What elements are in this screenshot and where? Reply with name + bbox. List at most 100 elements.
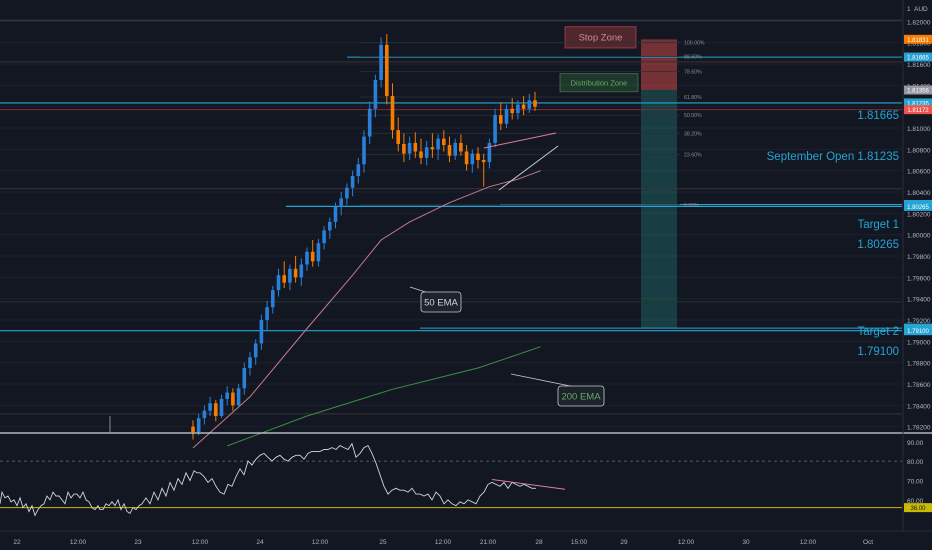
candle-body <box>362 136 366 165</box>
candle-body <box>288 268 292 283</box>
candle-body <box>196 418 201 432</box>
time-tick-label: 12:00 <box>678 539 695 546</box>
candle-body <box>350 176 355 188</box>
candle-body <box>385 44 389 96</box>
wedge-lower-line <box>498 145 559 191</box>
price-tag <box>904 34 932 44</box>
price-tag-label: 1.81235 <box>907 101 929 107</box>
price-tick-label: 1.80400 <box>907 190 931 197</box>
candle-body <box>402 144 406 154</box>
price-tick-label: 1.80000 <box>907 233 931 240</box>
candle-body <box>242 368 247 389</box>
time-tick-label: 12:00 <box>800 539 817 546</box>
candle-body <box>447 145 452 156</box>
time-tick-label: 29 <box>620 539 628 546</box>
candle-body <box>316 243 321 262</box>
candle-body <box>248 357 252 368</box>
price-tick-label: 1.78200 <box>907 425 931 432</box>
position-risk-box <box>641 39 677 91</box>
candle-body <box>219 398 224 416</box>
price-tick-label: 1.78800 <box>907 361 931 368</box>
level-label: Target 1 <box>857 219 899 231</box>
candle-body <box>339 198 343 207</box>
ema-50-line <box>192 170 541 449</box>
time-tick-label: Oct <box>863 539 873 546</box>
candle-body <box>510 108 514 114</box>
candle-body <box>533 100 537 107</box>
fib-level-label: 78.60% <box>684 69 702 75</box>
position-reward-box <box>641 90 677 329</box>
candle-body <box>293 268 298 278</box>
candle-body <box>373 80 378 109</box>
price-tag <box>904 105 932 115</box>
candle-body <box>322 230 326 244</box>
candle-body <box>345 187 349 199</box>
candle-body <box>504 108 509 124</box>
candle-body <box>419 151 423 158</box>
fib-level-label: 38.20% <box>684 131 702 137</box>
rsi-tick-label: 70.00 <box>907 479 924 486</box>
time-tick-label: 12:00 <box>435 539 452 546</box>
candle-body <box>356 164 361 176</box>
rsi-baseline-tag <box>904 503 932 513</box>
level-label: Target 2 <box>857 326 899 338</box>
time-axis[interactable]: 22 12:00 23 12:00 24 12:00 25 12:00 21:00 28 15:00… <box>0 530 932 546</box>
annotation-label: 50 EMA <box>424 298 458 309</box>
candle-body <box>253 343 258 358</box>
candle-body <box>481 160 486 163</box>
price-tick-label: 1.79600 <box>907 275 931 282</box>
rsi-line <box>0 442 536 517</box>
time-tick-label: 22 <box>13 539 21 546</box>
price-tag-label: 1.81356 <box>907 89 929 95</box>
candle-body <box>442 138 446 146</box>
price-tag-label: 1.81172 <box>907 108 929 114</box>
price-tag <box>904 85 932 95</box>
price-tag <box>904 52 932 62</box>
rising-wedge-drawing <box>483 132 559 191</box>
price-top-tick: 1 <box>907 6 911 13</box>
fib-level-label: 0.00% <box>684 203 699 209</box>
time-tick-label: 12:00 <box>312 539 329 546</box>
candle-body <box>453 142 457 156</box>
candle-body <box>436 138 440 150</box>
price-tag <box>904 98 932 108</box>
annotations-layer: 50 EMA 200 EMA <box>409 286 605 407</box>
price-tick-label: 1.80600 <box>907 169 931 176</box>
candle-body <box>271 290 275 308</box>
fibonacci-layer: 100.00% 88.60% 78.60% 61.80% 50.00% 38.20% 23.… <box>360 41 705 209</box>
time-tick-label: 12:00 <box>192 539 209 546</box>
candle-body <box>367 108 372 137</box>
candle-body <box>208 403 212 411</box>
price-tag-label: 1.79100 <box>907 329 929 335</box>
fib-level-label: 100.00% <box>684 41 705 47</box>
rsi-tick-label: 60.00 <box>907 498 924 505</box>
candle-body <box>276 275 281 291</box>
rsi-pane <box>0 432 932 517</box>
candles-layer <box>109 34 537 440</box>
zone-box <box>559 73 639 93</box>
candle-body <box>305 251 309 265</box>
candle-body <box>430 147 435 150</box>
levels-layer: 1.81665 September Open 1.81235 Target 1 1.8… <box>0 19 902 415</box>
candle-body <box>493 115 497 143</box>
price-tick-label: 1.79200 <box>907 318 931 325</box>
time-tick-label: 21:00 <box>480 539 497 546</box>
time-tick-label: 24 <box>256 539 264 546</box>
candle-body <box>476 153 480 160</box>
price-tick-label: 1.78600 <box>907 382 931 389</box>
annotation-label: 200 EMA <box>561 392 601 403</box>
candle-body <box>231 392 235 406</box>
rsi-tick-label: 90.00 <box>907 440 924 447</box>
ema-layer <box>192 170 541 449</box>
annotation-box <box>420 291 462 313</box>
price-tick-label: 1.81800 <box>907 41 931 48</box>
fib-level-label: 23.60% <box>684 153 702 159</box>
rsi-tick-label: 80.00 <box>907 459 924 466</box>
level-label: 1.81665 <box>857 110 899 122</box>
candle-body <box>265 307 269 320</box>
rsi-baseline-tag-label: 36.00 <box>910 506 926 512</box>
price-tick-label: 1.79800 <box>907 254 931 261</box>
price-axis[interactable]: 1.820001.818001.816001.814001.812001.810… <box>902 0 932 532</box>
